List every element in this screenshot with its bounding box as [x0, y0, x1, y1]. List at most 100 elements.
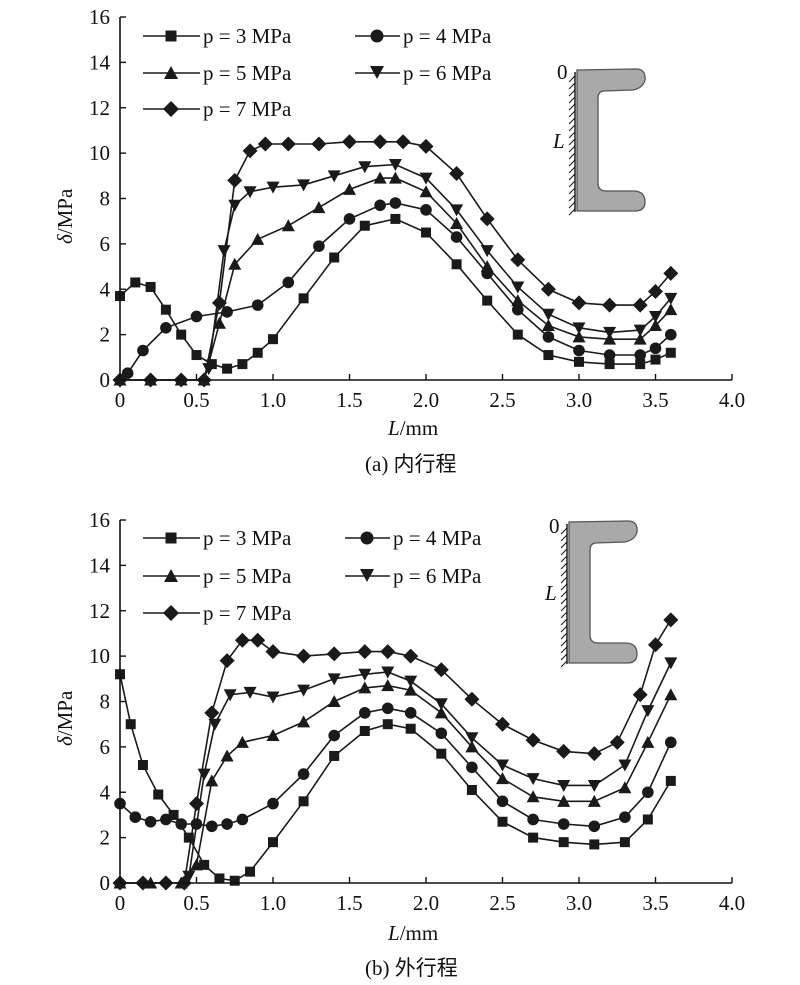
legend-marker-triangle-down: [360, 569, 374, 582]
data-point: [137, 344, 149, 357]
data-point: [642, 814, 653, 825]
data-point: [372, 134, 388, 150]
y-tick-label: 10: [89, 141, 110, 165]
hatch-line: [568, 201, 576, 209]
data-point: [266, 729, 280, 742]
hatch-line: [568, 194, 576, 202]
data-point: [359, 220, 370, 231]
data-point: [572, 330, 586, 343]
y-tick-label: 16: [89, 5, 110, 29]
data-point: [465, 732, 479, 745]
legend-label-p6: p = 6 MPa: [403, 61, 492, 85]
data-point: [434, 706, 448, 719]
data-point: [160, 322, 172, 334]
data-point: [543, 350, 554, 361]
data-point: [237, 359, 248, 370]
data-point: [257, 136, 273, 152]
data-point: [297, 768, 310, 780]
legend-marker-circle: [360, 531, 374, 545]
data-point: [541, 308, 555, 321]
y-tick-label: 6: [100, 735, 111, 759]
data-point: [573, 344, 585, 357]
data-point: [243, 186, 257, 199]
data-point: [572, 322, 586, 335]
data-point: [280, 136, 296, 152]
legend-entry-p7: p = 7 MPa: [143, 601, 292, 625]
data-point: [418, 138, 434, 154]
data-point: [297, 715, 311, 728]
y-tick-label: 12: [89, 599, 110, 623]
data-point: [327, 170, 341, 183]
wall-hatch: [568, 75, 576, 216]
data-point: [388, 171, 402, 184]
legend-marker-triangle-up: [164, 66, 178, 79]
data-point: [632, 687, 648, 703]
hatch-line: [560, 555, 568, 563]
data-point: [649, 319, 662, 332]
hatch-line: [568, 96, 576, 104]
legend-label-p4: p = 4 MPa: [393, 526, 482, 550]
data-point: [665, 347, 676, 358]
data-point: [129, 811, 142, 824]
data-point: [480, 260, 494, 273]
data-point: [205, 774, 219, 787]
data-point: [479, 211, 495, 227]
hatch-line: [568, 173, 576, 181]
data-point: [586, 746, 602, 762]
data-point: [619, 811, 631, 824]
data-point: [526, 773, 540, 786]
hatch-line: [560, 583, 568, 591]
hatch-line: [560, 632, 568, 640]
x-tick-label: 0.5: [183, 891, 209, 915]
panel-caption-b: (b) 外行程: [365, 956, 458, 980]
hatch-line: [568, 124, 576, 132]
data-point: [395, 134, 411, 150]
data-point: [252, 347, 263, 358]
hatch-line: [568, 110, 576, 118]
data-point: [382, 719, 393, 730]
y-tick-label: 16: [89, 508, 110, 532]
data-point: [633, 332, 647, 345]
legend-marker-triangle-up: [164, 569, 178, 582]
legend-label-p3: p = 3 MPa: [203, 526, 292, 550]
x-tick-label: 1.0: [260, 891, 286, 915]
data-point: [242, 143, 258, 159]
x-tick-label: 2.5: [489, 891, 515, 915]
inset-top-label: 0: [557, 60, 568, 84]
series-1: [115, 669, 676, 886]
data-point: [251, 232, 265, 245]
data-point: [648, 637, 663, 653]
data-point: [435, 727, 448, 740]
data-point: [227, 172, 243, 188]
series-layer: [112, 612, 679, 891]
data-point: [557, 818, 570, 830]
data-point: [228, 199, 242, 212]
data-point: [650, 354, 661, 365]
legend-marker-triangle-down: [370, 66, 384, 79]
data-point: [358, 668, 372, 681]
data-point: [664, 688, 678, 701]
data-point: [217, 245, 231, 258]
data-point: [421, 227, 431, 238]
series-line: [120, 177, 672, 381]
data-point: [296, 648, 312, 664]
data-point: [282, 276, 295, 289]
x-tick-label: 3.0: [566, 891, 592, 915]
data-point: [556, 743, 572, 759]
data-point: [251, 299, 264, 311]
data-point: [199, 859, 210, 870]
seal-profile-inset-a: 0 L: [552, 60, 646, 216]
series-line: [120, 684, 672, 884]
y-tick-label: 12: [89, 96, 110, 120]
data-point: [641, 735, 655, 748]
data-point: [665, 775, 676, 786]
data-point: [130, 277, 141, 288]
data-point: [235, 735, 249, 748]
data-point: [603, 326, 617, 339]
data-point: [329, 750, 340, 761]
data-point: [404, 683, 418, 696]
data-point: [357, 644, 373, 660]
y-tick-label: 2: [100, 323, 111, 347]
x-tick-label: 4.0: [719, 891, 745, 915]
data-point: [465, 740, 479, 753]
